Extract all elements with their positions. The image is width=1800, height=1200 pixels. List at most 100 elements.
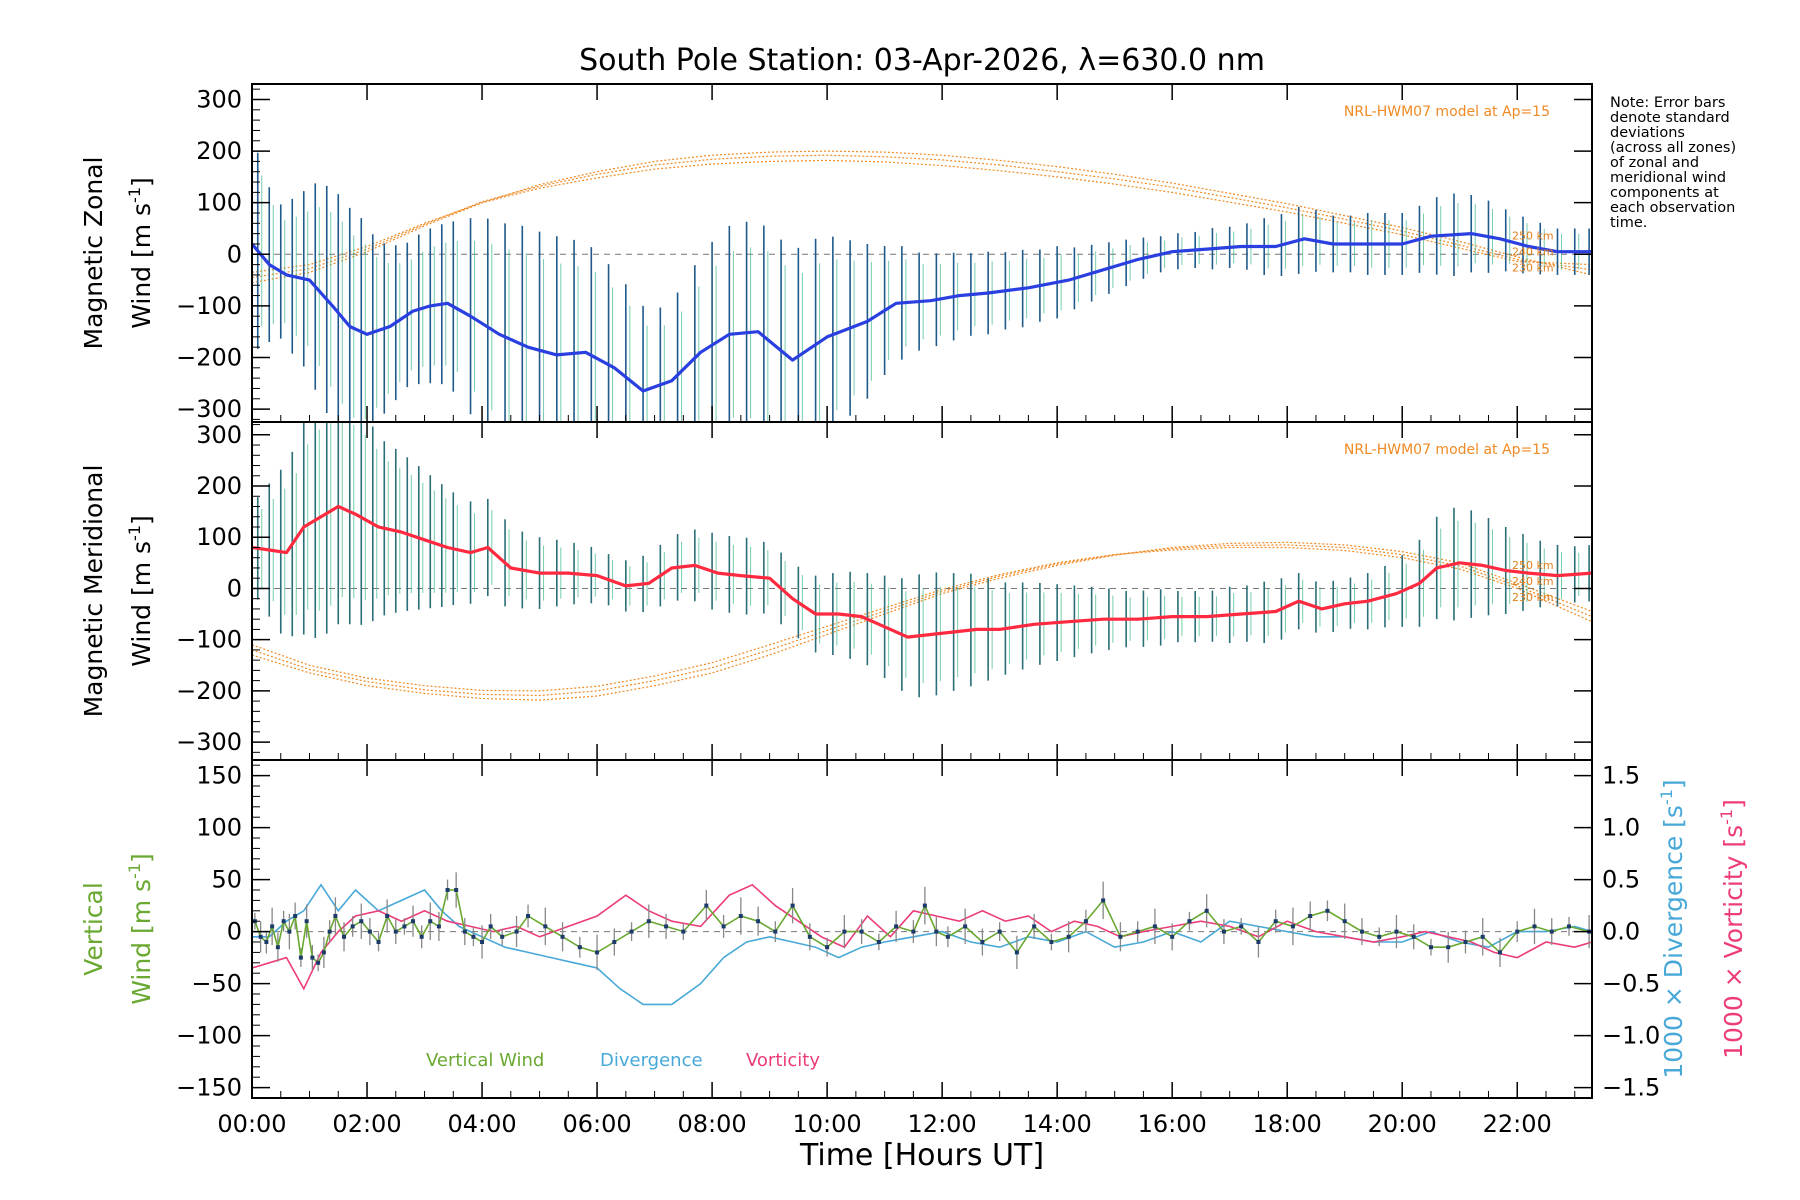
note-line-1: denote standard [1610,110,1730,126]
vertical-wind-point-56 [894,924,899,929]
zonal-alt-label-1: 240 km [1512,246,1554,259]
vertical-wind-point-21 [393,929,398,934]
vertical-wind-point-45 [704,903,709,908]
divergence-axis-label: 1000 × Divergence [s-1] [1657,779,1688,1078]
vertical-wind-point-63 [997,929,1002,934]
vertical-wind-point-4 [275,945,280,950]
vertical-wind-point-92 [1497,950,1502,955]
vertical-wind-point-80 [1290,924,1295,929]
vertical-y-tick-label: −100 [176,1022,242,1050]
vertical-wind-point-52 [825,945,830,950]
vertical-wind-point-69 [1101,898,1106,903]
panel-vertical: Vertical Wind Divergence Vorticity 1.5 1.0 0.… [79,759,1748,1102]
meridional-y-tick-label: 200 [196,472,242,500]
plot-layer: NRL-HWM07 model at Ap=15 250 km 240 km 230 … [79,83,1748,1138]
vertical-wind-point-74 [1187,919,1192,924]
vertical-wind-point-54 [859,929,864,934]
note-line-6: components at [1610,185,1719,201]
vertical-wind-point-11 [316,960,321,965]
vertical-wind-point-89 [1446,945,1451,950]
legend-divergence: Divergence [600,1050,703,1071]
vertical-wind-point-2 [264,940,269,944]
vertical-wind-point-25 [428,919,433,924]
vertical-wind-point-20 [385,914,390,918]
vertical-wind-point-49 [773,929,778,934]
vertical-y-tick-label: 100 [196,814,242,842]
meridional-mean-line [252,504,1592,639]
vertical-wind-point-24 [419,934,424,939]
note-line-2: deviations [1610,125,1685,141]
vertical-wind-point-57 [911,929,916,934]
x-tick-label: 22:00 [1483,1110,1552,1138]
vertical-wind-point-31 [480,940,485,944]
vertical-wind-point-58 [922,903,927,908]
vertical-wind-point-38 [577,945,582,950]
note-line-8: time. [1610,215,1647,231]
vertical-wind-point-44 [681,929,686,934]
vertical-wind-point-95 [1549,929,1554,934]
vertical-wind-point-29 [462,929,467,934]
vertical-wind-point-65 [1032,924,1037,929]
vertical-wind-point-93 [1515,929,1520,934]
vertical-plot-area [252,872,1592,1006]
vertical-wind-point-22 [402,924,407,929]
right-tick-label: 0.0 [1602,918,1640,946]
vertical-wind-point-91 [1480,934,1485,939]
vertical-wind-point-82 [1325,908,1330,913]
vertical-wind-point-28 [454,888,459,892]
legend-vorticity: Vorticity [746,1050,820,1071]
meridional-ylabel-line1: Magnetic Meridional [79,465,108,718]
note-line-0: Note: Error bars [1610,95,1725,111]
zonal-y-tick-label: 0 [227,240,242,268]
vertical-wind-point-79 [1273,919,1278,924]
vertical-frame [251,759,1593,1099]
panel-meridional: NRL-HWM07 model at Ap=15 250 km 240 km 230 … [79,421,1593,761]
vertical-wind-point-70 [1118,934,1123,939]
vertical-y-tick-label: −50 [191,970,242,998]
vertical-wind-point-9 [304,919,309,924]
vertical-wind-point-55 [876,940,881,944]
zonal-y-tick-label: 300 [196,85,242,113]
vertical-wind-line [254,889,1590,965]
meridional-y-tick-label: −100 [176,626,242,654]
vertical-wind-point-15 [342,934,347,939]
zonal-ylabel-line1: Magnetic Zonal [79,157,108,350]
vertical-y-tick-label: 0 [227,918,242,946]
x-tick-label: 16:00 [1138,1110,1207,1138]
vertical-wind-point-42 [646,919,651,924]
vertical-wind-point-53 [842,929,847,934]
right-tick-label: −1.0 [1602,1022,1660,1050]
note-line-4: of zonal and [1610,155,1699,171]
zonal-plot-area [252,150,1592,422]
meridional-y-tick-label: −300 [176,728,242,756]
vertical-wind-point-73 [1170,934,1175,939]
vertical-y-tick-label: −150 [176,1074,242,1102]
zonal-model-curve-2 [252,159,1592,273]
vertical-wind-point-5 [281,919,286,924]
vertical-wind-point-75 [1204,908,1209,913]
meridional-alt-label-0: 250 km [1512,559,1554,572]
vertical-wind-point-67 [1066,934,1071,939]
zonal-model-label: NRL-HWM07 model at Ap=15 [1344,104,1550,120]
meridional-plot-area [252,422,1592,701]
meridional-model-curve-0 [252,541,1592,701]
vertical-wind-point-13 [327,929,332,934]
vertical-wind-point-27 [445,888,450,892]
vertical-wind-point-40 [612,940,617,944]
note-line-7: each observation [1610,200,1735,216]
zonal-y-tick-label: −100 [176,292,242,320]
meridional-model-label: NRL-HWM07 model at Ap=15 [1344,442,1550,458]
vertical-wind-point-59 [934,929,939,934]
meridional-y-tick-label: 300 [196,421,242,449]
right-tick-label: 1.5 [1602,762,1640,790]
vertical-wind-point-87 [1411,934,1416,939]
vertical-wind-point-88 [1428,945,1433,950]
legend-vertical-wind: Vertical Wind [426,1050,544,1071]
meridional-alt-label-2: 230 km [1512,591,1554,604]
vertical-y-tick-label: 150 [196,762,242,790]
zonal-alt-label-2: 230 km [1512,262,1554,275]
x-tick-label: 04:00 [447,1110,516,1138]
vertical-wind-point-77 [1239,924,1244,929]
x-tick-label: 10:00 [793,1110,862,1138]
panel-zonal: NRL-HWM07 model at Ap=15 250 km 240 km 230 … [79,83,1593,423]
